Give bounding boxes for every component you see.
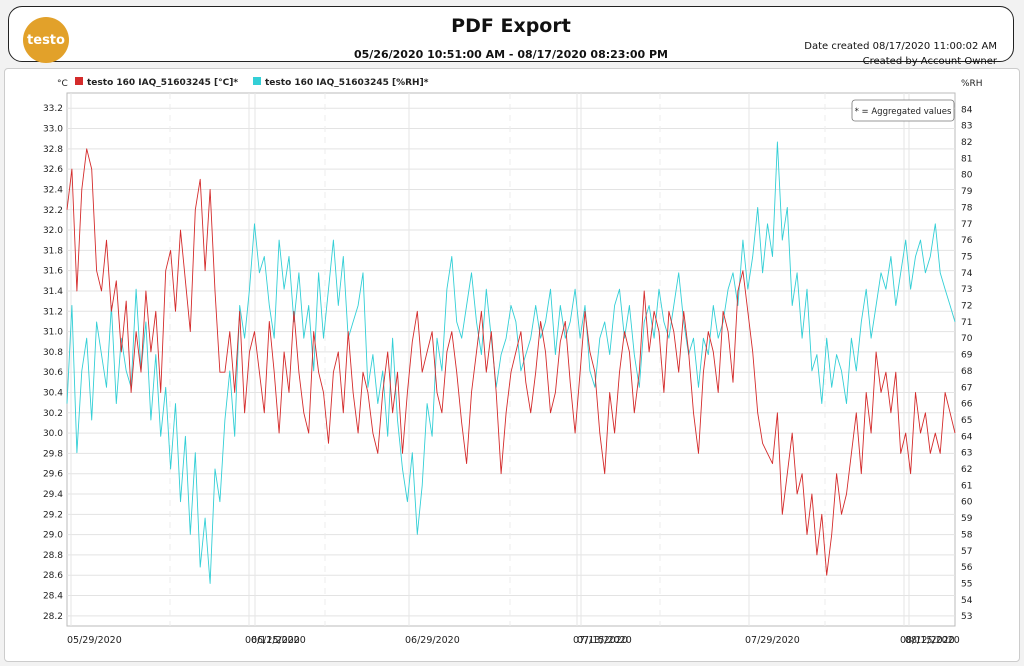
right-tick-label: 62 [961,465,972,475]
right-tick-label: 65 [961,416,972,426]
date-range: 05/26/2020 10:51:00 AM - 08/17/2020 08:2… [354,48,668,61]
left-tick-label: 33.0 [43,125,63,135]
right-tick-label: 83 [961,122,972,132]
right-tick-label: 55 [961,579,972,589]
created-by: Created by Account Owner [862,56,997,67]
left-tick-label: 29.6 [43,470,63,480]
x-tick-label: 08/15/2020 [905,635,960,646]
left-tick-label: 31.6 [43,267,63,277]
right-tick-label: 64 [961,432,973,442]
right-tick-label: 84 [961,105,973,115]
left-tick-label: 30.0 [43,429,63,439]
right-tick-label: 61 [961,481,972,491]
right-tick-label: 57 [961,547,972,557]
humidity-series-line [66,141,956,584]
x-tick-label: 07/29/2020 [745,635,800,646]
x-tick-label: 05/29/2020 [67,635,122,646]
left-tick-label: 31.8 [43,246,63,256]
temperature-series-line [66,148,956,576]
right-tick-label: 79 [961,187,973,197]
left-tick-label: 28.4 [43,592,63,602]
right-tick-label: 70 [961,334,973,344]
right-tick-label: 72 [961,302,972,312]
x-tick-label: 07/15/2020 [577,635,632,646]
legend-swatch-temperature[interactable] [75,77,83,85]
x-tick-label: 07/13/2020 [573,635,628,646]
left-tick-label: 29.2 [43,510,63,520]
right-tick-label: 67 [961,383,972,393]
right-tick-label: 73 [961,285,972,295]
left-tick-label: 32.0 [43,226,63,236]
legend-label-humidity[interactable]: testo 160 IAQ_51603245 [%RH]* [265,78,429,88]
right-tick-label: 74 [961,269,973,279]
left-tick-label: 28.8 [43,551,63,561]
left-tick-label: 28.6 [43,571,63,581]
x-tick-label: 08/12/2020 [900,635,955,646]
right-tick-label: 76 [961,236,973,246]
right-tick-label: 56 [961,563,973,573]
right-tick-label: 60 [961,498,973,508]
legend-label-temperature[interactable]: testo 160 IAQ_51603245 [°C]* [87,78,238,88]
right-tick-label: 59 [961,514,973,524]
page-title: PDF Export [451,15,571,37]
date-created: Date created 08/17/2020 11:00:02 AM [804,41,997,52]
left-tick-label: 31.2 [43,307,63,317]
aggregated-note-box [851,99,955,122]
right-tick-label: 75 [961,252,972,262]
left-tick-label: 32.4 [43,185,63,195]
x-tick-label: 06/15/2020 [251,635,306,646]
left-tick-label: 30.2 [43,409,63,419]
right-tick-label: 63 [961,449,972,459]
left-tick-label: 29.0 [43,531,63,541]
left-tick-label: 32.2 [43,206,63,216]
right-tick-label: 82 [961,138,972,148]
right-tick-label: 80 [961,171,973,181]
testo-logo: testo [23,17,69,63]
right-tick-label: 77 [961,220,972,230]
left-tick-label: 32.8 [43,145,63,155]
right-tick-label: 81 [961,154,972,164]
chart-svg: °C %RH testo 160 IAQ_51603245 [°C]* test… [43,77,983,646]
left-tick-label: 30.4 [43,388,63,398]
right-axis-unit: %RH [961,79,983,89]
left-tick-label: 31.4 [43,287,63,297]
report-header: testo PDF Export 05/26/2020 10:51:00 AM … [8,6,1014,67]
chart-panel: °C %RH testo 160 IAQ_51603245 [°C]* test… [4,68,1020,662]
right-tick-label: 78 [961,203,973,213]
left-tick-label: 30.6 [43,368,63,378]
report-meta: Date created 08/17/2020 11:00:02 AM Crea… [804,39,997,69]
left-tick-label: 33.2 [43,104,63,114]
logo-text: testo [27,32,65,48]
left-axis-unit: °C [57,79,68,89]
left-tick-label: 32.6 [43,165,63,175]
x-tick-label: 06/12/2020 [245,635,300,646]
legend-swatch-humidity[interactable] [253,77,261,85]
left-tick-label: 29.4 [43,490,63,500]
plot-area [66,92,956,627]
right-tick-label: 68 [961,367,973,377]
right-tick-label: 71 [961,318,972,328]
x-tick-label: 06/29/2020 [405,635,460,646]
left-tick-label: 29.8 [43,449,63,459]
right-tick-label: 69 [961,351,973,361]
left-tick-label: 31.0 [43,328,63,338]
left-tick-label: 30.8 [43,348,63,358]
right-tick-label: 53 [961,612,972,622]
right-tick-label: 54 [961,596,973,606]
right-tick-label: 58 [961,530,973,540]
left-tick-label: 28.2 [43,612,63,622]
aggregated-note: * = Aggregated values [855,107,952,117]
right-tick-label: 66 [961,400,973,410]
